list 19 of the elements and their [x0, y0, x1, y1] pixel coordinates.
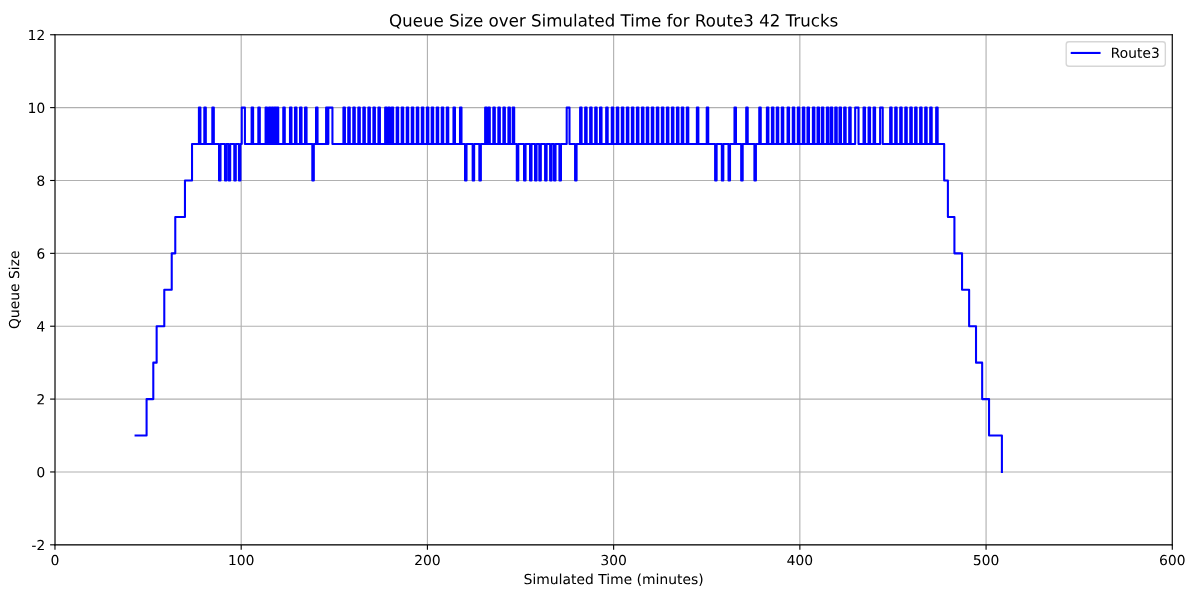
- y-tick-label: 8: [37, 175, 45, 186]
- x-tick-label: 300: [601, 554, 626, 566]
- x-tick-label: 100: [229, 554, 254, 566]
- y-axis-title: Queue Size: [8, 251, 21, 329]
- y-tick-label: 0: [37, 466, 45, 478]
- x-tick-label: 200: [415, 554, 440, 566]
- x-axis-title: Simulated Time (minutes): [524, 573, 703, 586]
- legend-label: Route3: [1112, 47, 1159, 58]
- y-tick-label: 4: [37, 321, 45, 332]
- x-tick-label: 400: [787, 554, 813, 566]
- y-tick-label: 12: [29, 29, 44, 41]
- chart-title: Queue Size over Simulated Time for Route3 42 Trucks: [389, 13, 838, 29]
- y-tick-label: 10: [29, 102, 45, 114]
- x-tick-label: 600: [1160, 554, 1185, 566]
- x-tick-label: 0: [51, 554, 59, 566]
- x-tick-label: 500: [973, 554, 999, 566]
- y-tick-label: 6: [37, 248, 45, 259]
- y-tick-label: -2: [32, 539, 44, 551]
- y-tick-label: 2: [37, 394, 44, 405]
